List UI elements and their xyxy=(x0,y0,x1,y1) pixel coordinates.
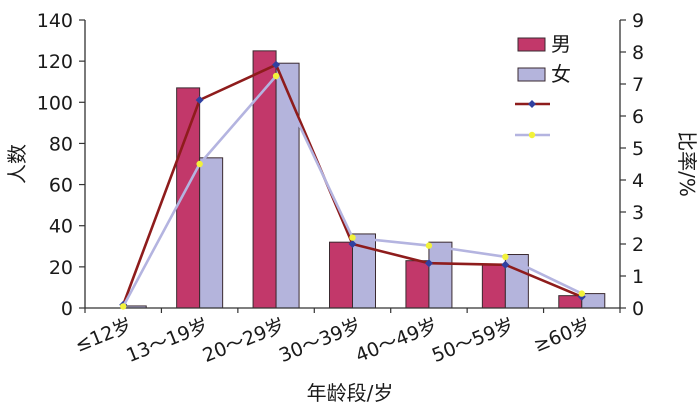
rate-point-1-5 xyxy=(501,260,510,269)
right-tick-label: 0 xyxy=(632,298,644,320)
rate-point-2-6 xyxy=(578,290,585,297)
bar-male-3 xyxy=(329,241,353,309)
bar-female-1 xyxy=(199,157,224,309)
right-tick-label: 6 xyxy=(632,106,644,128)
legend-swatch-female xyxy=(517,67,546,82)
left-tick-label: 100 xyxy=(37,92,73,114)
left-tick-label: 140 xyxy=(37,10,73,32)
x-axis-title: 年龄段/岁 xyxy=(307,381,394,405)
left-tick-label: 80 xyxy=(49,133,73,155)
left-axis-title: 人数 xyxy=(5,144,29,184)
rate-point-1-1 xyxy=(195,96,204,104)
bar-female-4 xyxy=(428,241,453,309)
legend-label-male: 男 xyxy=(551,32,571,56)
bar-male-4 xyxy=(405,260,430,309)
right-tick-label: 7 xyxy=(632,74,644,96)
bar-male-6 xyxy=(558,295,583,309)
legend-marker-1 xyxy=(528,100,536,108)
bar-female-6 xyxy=(581,293,606,309)
right-tick-label: 2 xyxy=(632,234,644,256)
bar-male-5 xyxy=(481,264,506,309)
rate-point-2-2 xyxy=(272,72,280,80)
x-tick-label: 30～39岁 xyxy=(276,314,364,367)
left-tick-label: 0 xyxy=(61,298,73,320)
right-tick-label: 8 xyxy=(632,42,644,64)
rate-point-2-5 xyxy=(502,253,509,260)
right-tick-label: 9 xyxy=(632,10,644,32)
rate-point-2-1 xyxy=(196,160,203,168)
right-axis-title: 比率/% xyxy=(675,131,699,197)
x-tick-label: ≥60岁 xyxy=(531,314,594,357)
left-tick-label: 120 xyxy=(37,51,73,73)
legend-marker-2 xyxy=(528,131,536,139)
rate-point-1-2 xyxy=(272,60,281,69)
legend-label-female: 女 xyxy=(551,62,571,86)
x-tick-label: 20～29岁 xyxy=(200,314,288,367)
left-tick-label: 60 xyxy=(49,175,73,197)
x-tick-label: 50～59岁 xyxy=(429,314,517,367)
x-tick-label: 40～49岁 xyxy=(352,314,440,367)
rate-point-2-0 xyxy=(120,303,127,310)
right-tick-label: 3 xyxy=(632,202,644,224)
rate-point-1-4 xyxy=(424,259,433,268)
left-tick-label: 40 xyxy=(49,216,73,238)
right-tick-label: 4 xyxy=(632,170,644,192)
legend-swatch-male xyxy=(517,37,546,52)
x-tick-label: 13～19岁 xyxy=(123,314,211,367)
left-tick-label: 20 xyxy=(49,257,73,279)
right-tick-label: 1 xyxy=(632,266,644,288)
rate-point-2-4 xyxy=(425,242,433,249)
rate-point-1-3 xyxy=(348,240,357,248)
rate-point-2-3 xyxy=(349,234,356,241)
right-tick-label: 5 xyxy=(632,138,644,160)
